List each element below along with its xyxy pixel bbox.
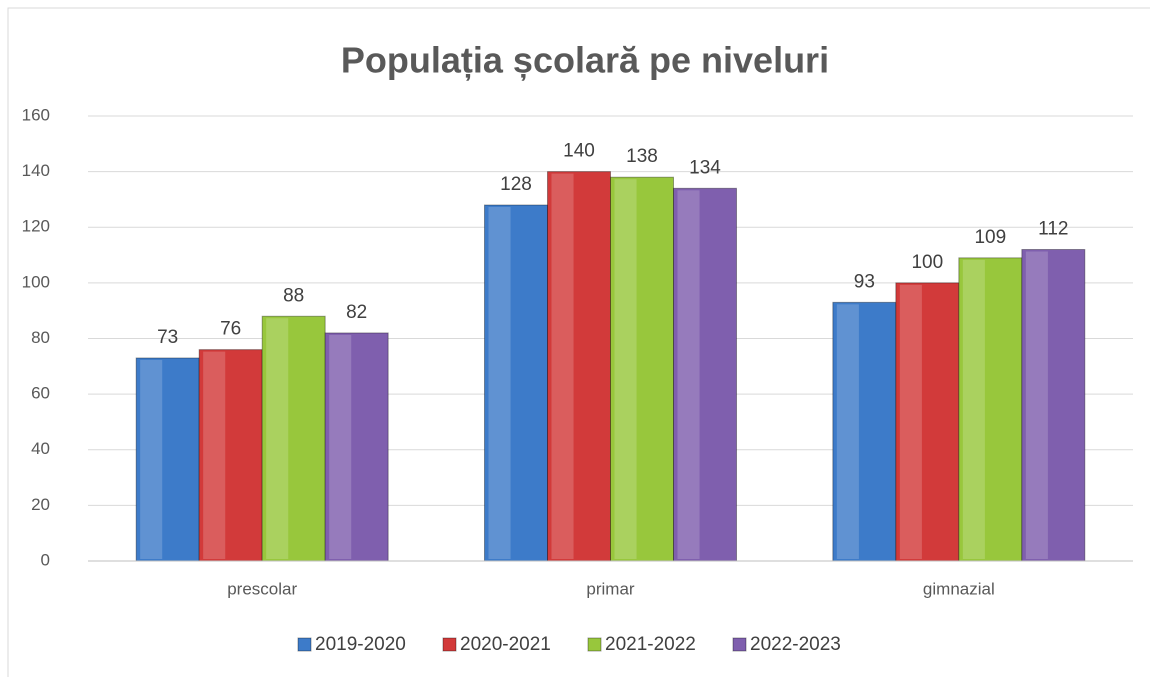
bar bbox=[198, 349, 263, 562]
legend-swatch bbox=[732, 637, 747, 652]
legend-swatch bbox=[297, 637, 312, 652]
legend-label: 2022-2023 bbox=[750, 634, 841, 655]
x-tick-label: gimnazial bbox=[923, 579, 995, 598]
bar bbox=[1021, 249, 1086, 562]
bar-highlight bbox=[677, 190, 700, 559]
data-label: 100 bbox=[911, 252, 943, 273]
bar-highlight bbox=[203, 351, 226, 559]
data-label: 112 bbox=[1038, 219, 1068, 240]
data-label: 73 bbox=[157, 327, 178, 348]
y-tick-label: 80 bbox=[31, 328, 50, 347]
legend-swatch bbox=[442, 637, 457, 652]
x-tick-label: prescolar bbox=[227, 579, 297, 598]
bar bbox=[261, 315, 326, 562]
data-label: 138 bbox=[626, 146, 658, 167]
bar bbox=[895, 282, 960, 562]
bar bbox=[484, 204, 548, 562]
bar-highlight bbox=[1025, 251, 1048, 559]
data-label: 109 bbox=[974, 227, 1006, 248]
y-tick-label: 60 bbox=[31, 384, 50, 403]
bar bbox=[832, 301, 897, 562]
y-tick-label: 100 bbox=[22, 272, 50, 291]
data-label: 76 bbox=[220, 319, 241, 340]
y-tick-label: 160 bbox=[22, 105, 50, 124]
bar-highlight bbox=[329, 334, 352, 559]
x-tick-label: primar bbox=[586, 579, 635, 598]
y-tick-label: 140 bbox=[22, 161, 50, 180]
legend-label: 2021-2022 bbox=[605, 634, 696, 655]
bar-highlight bbox=[836, 304, 859, 559]
legend-label: 2019-2020 bbox=[315, 634, 406, 655]
bar-highlight bbox=[266, 318, 289, 559]
bar-highlight bbox=[614, 179, 637, 559]
legend-swatch bbox=[587, 637, 602, 652]
data-label: 128 bbox=[500, 174, 532, 195]
bar bbox=[324, 332, 389, 562]
data-label: 88 bbox=[283, 285, 304, 306]
bar-highlight bbox=[962, 259, 985, 559]
y-tick-label: 40 bbox=[31, 439, 50, 458]
data-label: 93 bbox=[854, 271, 875, 292]
bar bbox=[135, 357, 200, 562]
data-label: 134 bbox=[689, 157, 721, 178]
data-label: 82 bbox=[346, 302, 367, 323]
y-tick-label: 0 bbox=[41, 550, 50, 569]
y-tick-label: 120 bbox=[22, 217, 50, 236]
bar bbox=[673, 187, 737, 562]
data-label: 140 bbox=[563, 141, 595, 162]
bar-highlight bbox=[551, 173, 574, 559]
bar-highlight bbox=[488, 207, 511, 559]
bar-highlight bbox=[899, 284, 922, 559]
chart-title: Populația școlară pe niveluri bbox=[341, 40, 829, 82]
legend-label: 2020-2021 bbox=[460, 634, 551, 655]
y-tick-label: 20 bbox=[31, 495, 50, 514]
bar-highlight bbox=[140, 359, 163, 559]
bar bbox=[610, 176, 674, 562]
